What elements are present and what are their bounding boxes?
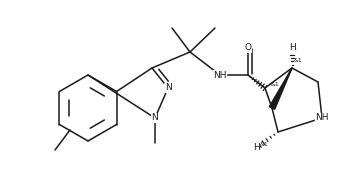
Text: NH: NH (315, 113, 329, 123)
Text: NH: NH (213, 70, 227, 79)
Text: N: N (165, 83, 171, 93)
Text: &1: &1 (270, 82, 279, 86)
Text: H: H (289, 44, 295, 52)
Polygon shape (269, 68, 292, 109)
Text: &1: &1 (260, 142, 268, 146)
Text: &1: &1 (294, 58, 302, 63)
Text: H: H (253, 143, 259, 153)
Text: O: O (245, 44, 252, 52)
Text: N: N (151, 113, 158, 123)
